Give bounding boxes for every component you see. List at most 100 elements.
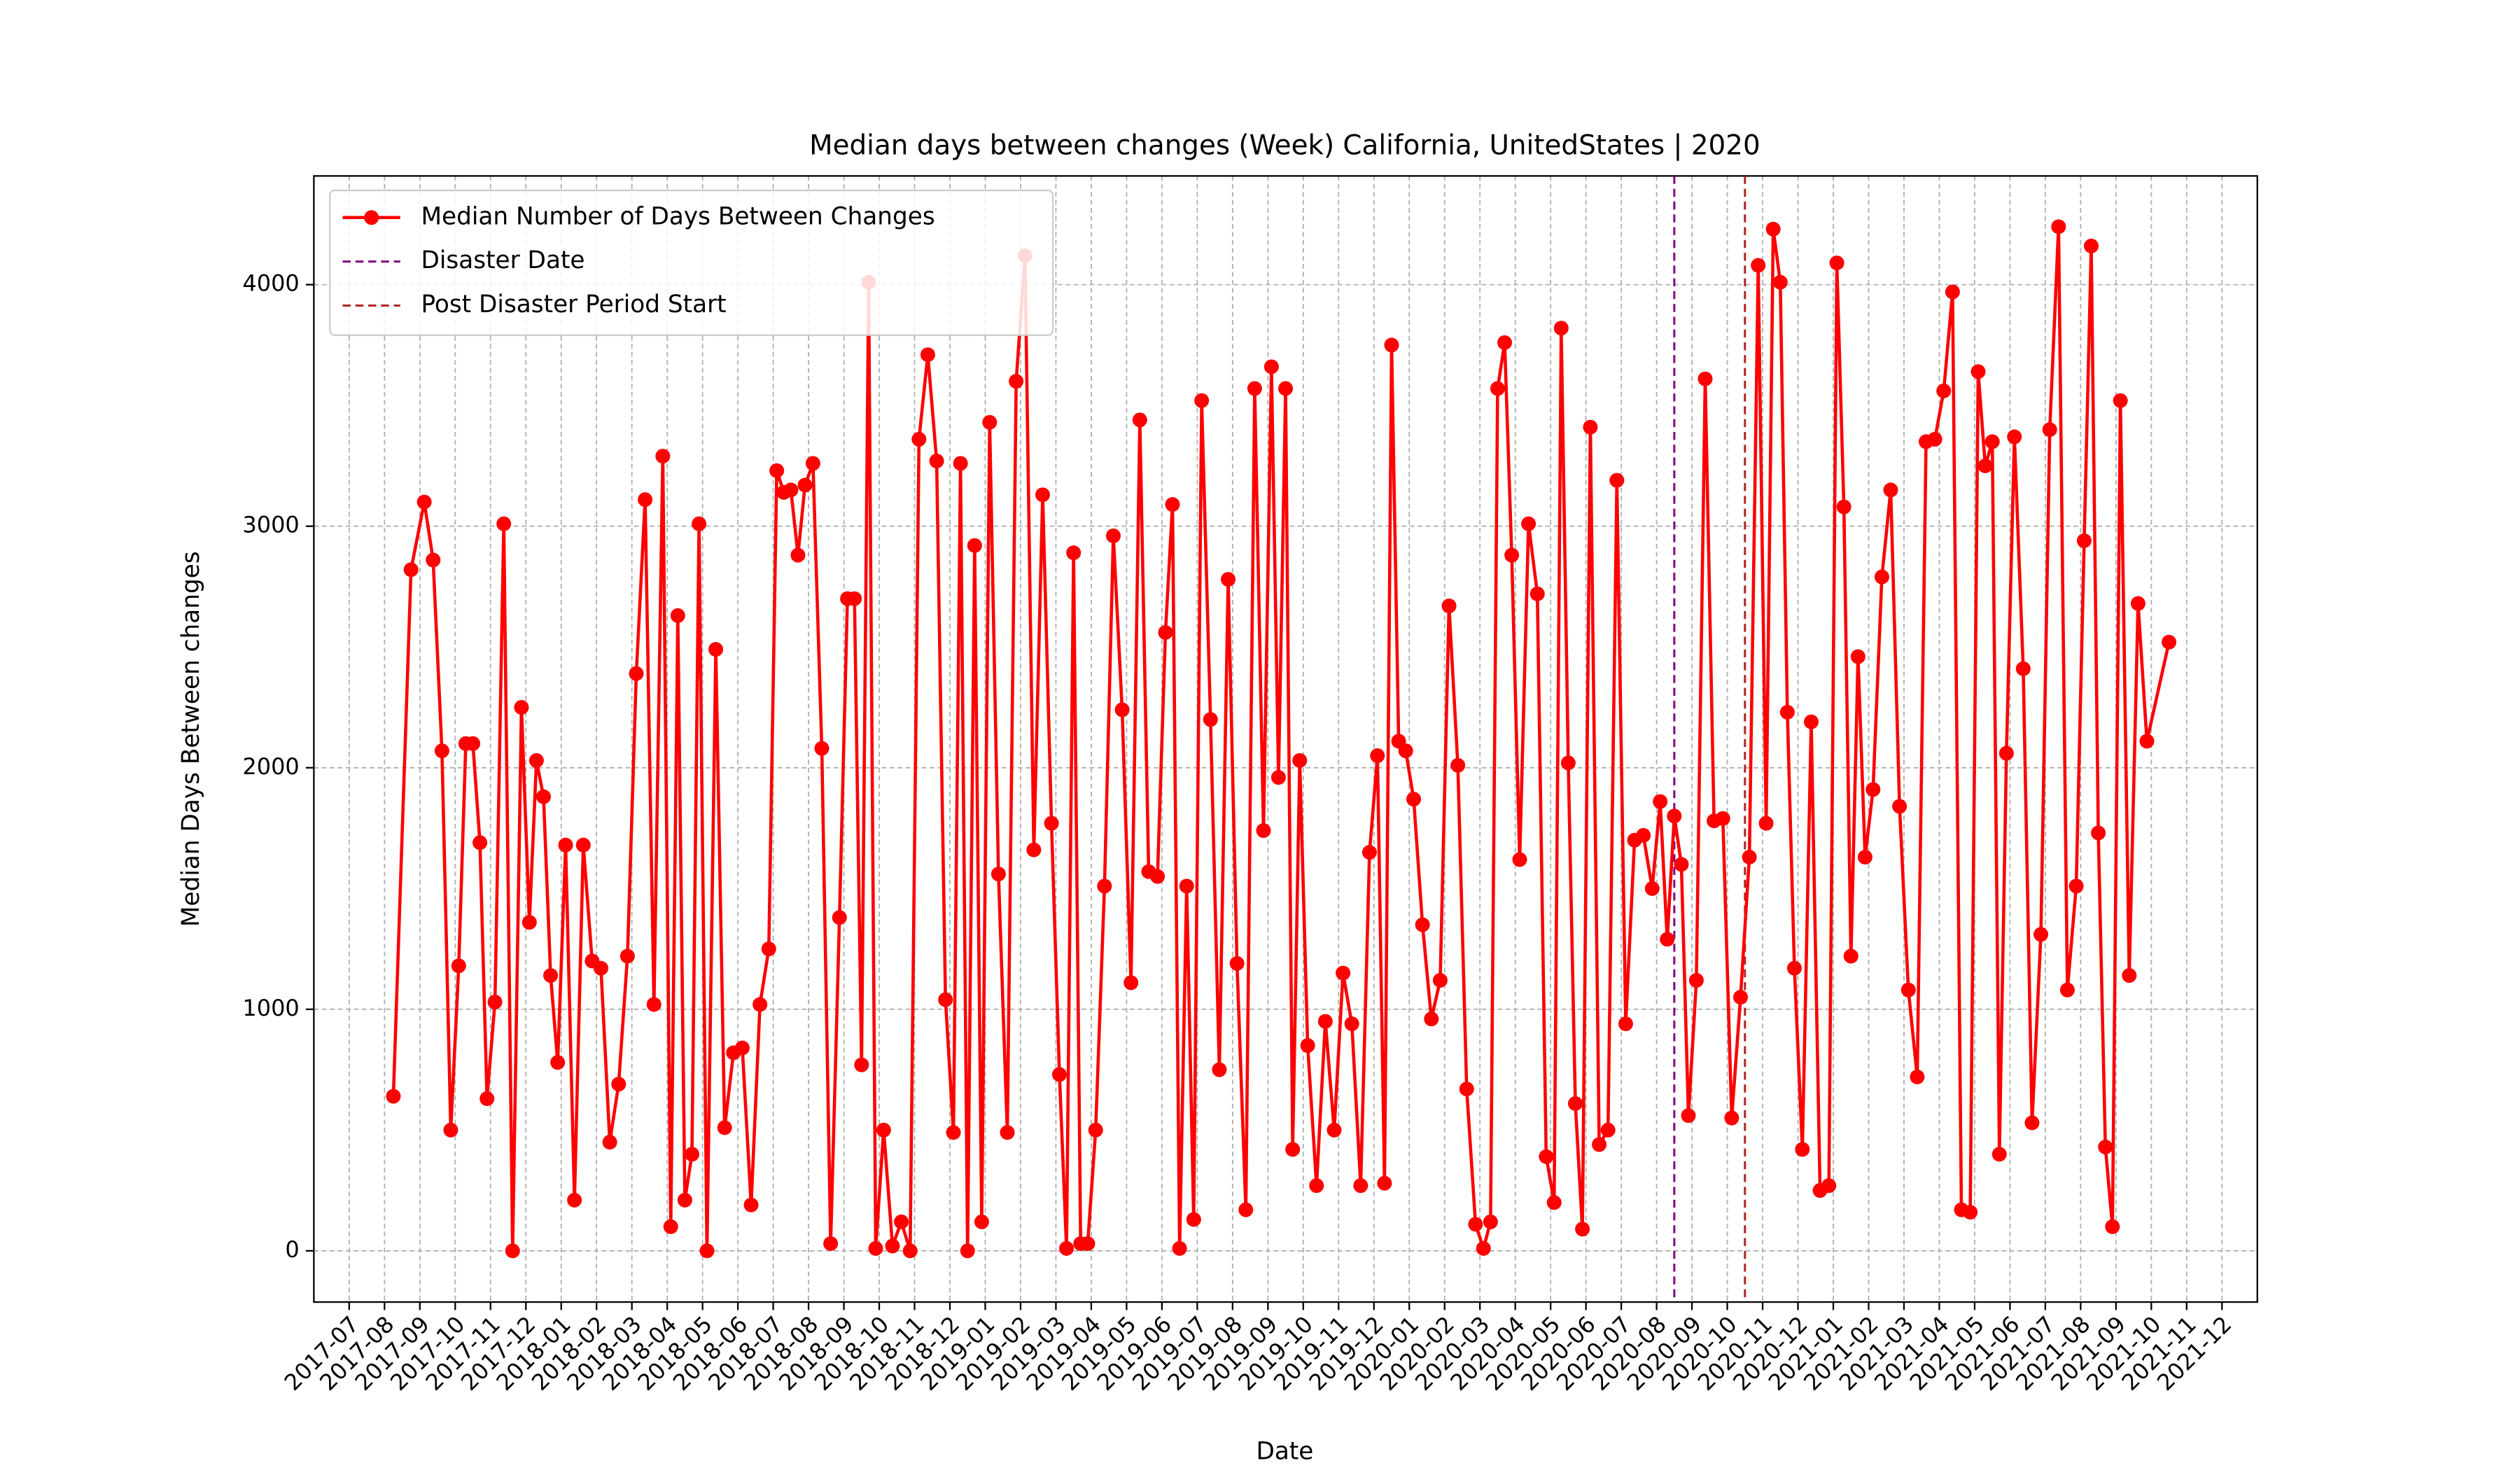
data-point	[403, 562, 419, 578]
data-point	[938, 992, 953, 1007]
data-point	[761, 941, 776, 957]
data-point	[1009, 374, 1024, 389]
data-point	[1270, 770, 1286, 785]
data-point	[2051, 219, 2066, 234]
data-point	[2091, 825, 2106, 841]
data-point	[543, 968, 559, 983]
data-point	[487, 994, 503, 1010]
data-point	[1836, 499, 1851, 514]
data-point	[1158, 625, 1173, 640]
legend-label: Median Number of Days Between Changes	[421, 202, 934, 230]
data-point	[1970, 364, 1986, 379]
data-point	[1406, 792, 1422, 807]
data-point	[1644, 881, 1660, 896]
data-point	[1772, 274, 1788, 290]
data-point	[611, 1077, 626, 1092]
data-point	[1256, 822, 1271, 839]
data-point	[1779, 704, 1795, 720]
legend-box	[329, 189, 1054, 336]
data-point	[920, 347, 935, 363]
data-point	[1424, 1011, 1439, 1027]
data-point	[699, 1243, 715, 1259]
data-point	[1977, 458, 1993, 473]
data-point	[1300, 1038, 1315, 1054]
data-point	[1051, 1067, 1068, 1082]
data-point	[1575, 1222, 1590, 1237]
data-point	[960, 1243, 975, 1259]
data-point	[2068, 878, 2084, 894]
data-point	[1353, 1178, 1368, 1194]
data-point	[692, 516, 707, 531]
data-point	[876, 1122, 891, 1138]
data-point	[505, 1243, 520, 1259]
data-point	[2083, 238, 2099, 253]
data-point	[1504, 547, 1520, 563]
data-point	[1490, 381, 1505, 396]
data-point	[1530, 586, 1545, 601]
data-point	[868, 1240, 883, 1256]
data-point	[1336, 965, 1351, 981]
data-point	[894, 1214, 909, 1230]
data-point	[620, 948, 635, 964]
data-point	[797, 477, 813, 493]
data-point	[1398, 743, 1413, 759]
data-point	[1097, 878, 1112, 894]
data-point	[1927, 431, 1942, 447]
data-point	[1309, 1178, 1324, 1194]
data-point	[1857, 849, 1872, 864]
data-line	[391, 226, 2171, 1254]
data-point	[1044, 816, 1059, 831]
data-point	[1229, 955, 1245, 971]
data-point	[854, 1057, 869, 1072]
data-point	[1066, 545, 1082, 561]
data-point	[496, 516, 512, 531]
data-point	[1984, 434, 2000, 449]
data-point	[514, 699, 529, 715]
data-point	[1698, 371, 1713, 386]
data-point	[663, 1219, 678, 1234]
data-point	[1186, 1212, 1201, 1227]
data-point	[1567, 1096, 1583, 1111]
data-point	[1618, 1016, 1633, 1032]
y-tick-label: 2000	[242, 753, 299, 780]
data-point	[646, 997, 662, 1012]
data-point	[1326, 1122, 1342, 1138]
data-point	[2076, 533, 2092, 548]
data-point	[769, 463, 785, 478]
y-tick-label: 4000	[242, 270, 299, 297]
data-point	[1667, 808, 1682, 824]
data-point	[1344, 1016, 1359, 1032]
data-point	[1114, 702, 1130, 718]
y-tick-label: 3000	[242, 512, 299, 538]
data-point	[550, 1055, 566, 1070]
data-point	[1203, 712, 1218, 727]
data-point	[2059, 982, 2075, 997]
data-point	[805, 456, 820, 471]
data-point	[1415, 917, 1430, 932]
data-point	[2015, 661, 2031, 676]
data-point	[974, 1214, 989, 1230]
data-point	[1850, 649, 1865, 664]
data-point	[1362, 845, 1377, 860]
data-point	[1560, 755, 1576, 771]
data-point	[1088, 1122, 1103, 1138]
data-point	[1636, 827, 1651, 843]
data-point	[1724, 1110, 1740, 1126]
data-point	[1483, 1214, 1498, 1230]
data-point	[743, 1197, 759, 1212]
data-point	[2122, 968, 2137, 983]
data-point	[1660, 932, 1675, 947]
data-point	[734, 1040, 750, 1056]
data-point	[1936, 383, 1952, 398]
data-point	[2113, 393, 2128, 408]
data-point	[670, 608, 685, 623]
data-point	[1600, 1122, 1616, 1138]
data-point	[638, 492, 653, 507]
data-point	[1150, 869, 1166, 884]
plot-frame	[313, 175, 2258, 1303]
y-tick-label: 0	[285, 1236, 299, 1263]
data-point	[1795, 1142, 1810, 1157]
data-point	[536, 789, 551, 804]
